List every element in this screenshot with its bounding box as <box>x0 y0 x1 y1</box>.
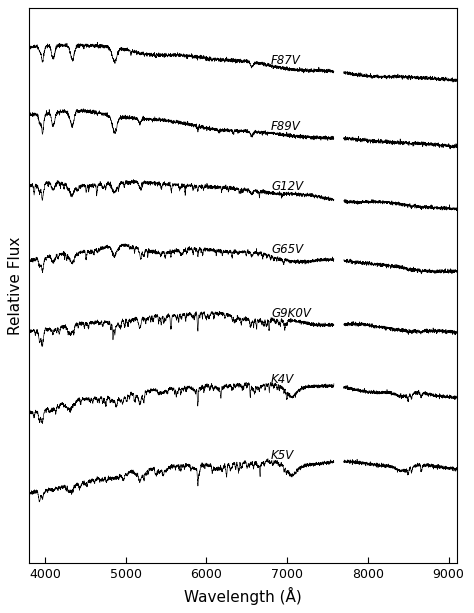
Text: G65V: G65V <box>271 243 303 256</box>
X-axis label: Wavelength (Å): Wavelength (Å) <box>184 587 301 604</box>
Text: F89V: F89V <box>271 120 301 133</box>
Text: K4V: K4V <box>271 373 294 386</box>
Text: G9K0V: G9K0V <box>271 306 311 320</box>
Text: K5V: K5V <box>271 449 294 462</box>
Y-axis label: Relative Flux: Relative Flux <box>9 237 23 335</box>
Text: G12V: G12V <box>271 180 303 193</box>
Text: F87V: F87V <box>271 54 301 67</box>
